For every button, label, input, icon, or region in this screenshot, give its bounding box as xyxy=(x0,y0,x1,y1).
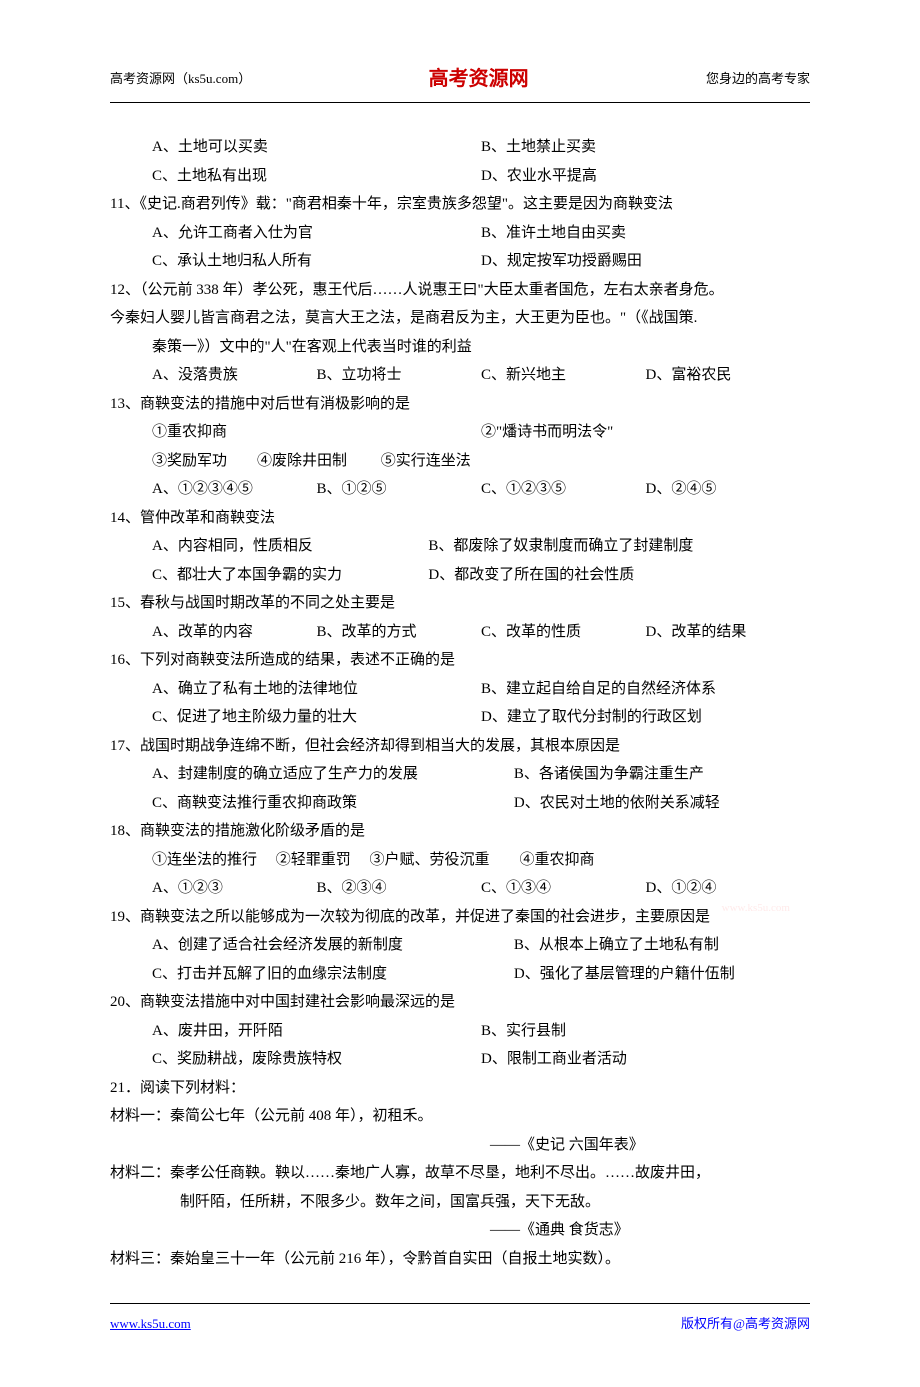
question-16: 16、下列对商鞅变法所造成的结果，表述不正确的是 xyxy=(110,646,810,675)
watermark-text: www.ks5u.com xyxy=(722,898,790,919)
material-2-source: ——《通典 食货志》 xyxy=(110,1216,810,1245)
q17-options-row2: C、商鞅变法推行重农抑商政策 D、农民对土地的依附关系减轻 xyxy=(110,789,810,818)
sub-option: ②"燔诗书而明法令" xyxy=(481,418,810,447)
question-17: 17、战国时期战争连绵不断，但社会经济却得到相当大的发展，其根本原因是 xyxy=(110,732,810,761)
option-c: C、奖励耕战，废除贵族特权 xyxy=(152,1045,481,1074)
option-d: D、强化了基层管理的户籍什伍制 xyxy=(514,960,810,989)
q17-options-row1: A、封建制度的确立适应了生产力的发展 B、各诸侯国为争霸注重生产 xyxy=(110,760,810,789)
option-c: C、商鞅变法推行重农抑商政策 xyxy=(152,789,514,818)
option-d: D、改革的结果 xyxy=(646,618,811,647)
q14-options-row2: C、都壮大了本国争霸的实力 D、都改变了所在国的社会性质 xyxy=(110,561,810,590)
option-b: B、各诸侯国为争霸注重生产 xyxy=(514,760,810,789)
option-c: C、促进了地主阶级力量的壮大 xyxy=(152,703,481,732)
option-a: A、封建制度的确立适应了生产力的发展 xyxy=(152,760,514,789)
option-a: A、①②③④⑤ xyxy=(152,475,317,504)
q10-options-row2: C、土地私有出现 D、农业水平提高 xyxy=(110,162,810,191)
option-a: A、确立了私有土地的法律地位 xyxy=(152,675,481,704)
option-d: D、建立了取代分封制的行政区划 xyxy=(481,703,810,732)
sub-option: ①重农抑商 xyxy=(152,418,481,447)
header-left: 高考资源网（ks5u.com） xyxy=(110,67,251,92)
option-c: C、打击并瓦解了旧的血缘宗法制度 xyxy=(152,960,514,989)
option-a: A、内容相同，性质相反 xyxy=(152,532,428,561)
q20-options-row1: A、废井田，开阡陌 B、实行县制 xyxy=(110,1017,810,1046)
question-12-line2: 今秦妇人婴儿皆言商君之法，莫言大王之法，是商君反为主，大王更为臣也。"（《战国策… xyxy=(110,304,810,333)
q11-options-row2: C、承认土地归私人所有 D、规定按军功授爵赐田 xyxy=(110,247,810,276)
q12-options: A、没落贵族 B、立功将士 C、新兴地主 D、富裕农民 xyxy=(110,361,810,390)
option-d: D、②④⑤ xyxy=(646,475,811,504)
option-c: C、都壮大了本国争霸的实力 xyxy=(152,561,428,590)
material-2-line1: 材料二：秦孝公任商鞅。鞅以……秦地广人寡，故草不尽垦，地利不尽出。……故废井田， xyxy=(110,1159,810,1188)
option-c: C、承认土地归私人所有 xyxy=(152,247,481,276)
question-18: 18、商鞅变法的措施激化阶级矛盾的是 xyxy=(110,817,810,846)
material-1: 材料一：秦简公七年（公元前 408 年），初租禾。 xyxy=(110,1102,810,1131)
q19-options-row2: C、打击并瓦解了旧的血缘宗法制度 D、强化了基层管理的户籍什伍制 xyxy=(110,960,810,989)
question-20: 20、商鞅变法措施中对中国封建社会影响最深远的是 xyxy=(110,988,810,1017)
option-a: A、允许工商者入仕为官 xyxy=(152,219,481,248)
q13-options: A、①②③④⑤ B、①②⑤ C、①②③⑤ D、②④⑤ xyxy=(110,475,810,504)
option-b: B、①②⑤ xyxy=(317,475,482,504)
q11-options-row1: A、允许工商者入仕为官 B、准许土地自由买卖 xyxy=(110,219,810,248)
footer-copyright: 版权所有@高考资源网 xyxy=(681,1312,810,1337)
page-header: 高考资源网（ks5u.com） 高考资源网 您身边的高考专家 xyxy=(110,60,810,103)
q19-options-row1: A、创建了适合社会经济发展的新制度 B、从根本上确立了土地私有制 xyxy=(110,931,810,960)
option-b: B、改革的方式 xyxy=(317,618,482,647)
q16-options-row2: C、促进了地主阶级力量的壮大 D、建立了取代分封制的行政区划 xyxy=(110,703,810,732)
question-15: 15、春秋与战国时期改革的不同之处主要是 xyxy=(110,589,810,618)
option-b: B、建立起自给自足的自然经济体系 xyxy=(481,675,810,704)
material-2-line2: 制阡陌，任所耕，不限多少。数年之间，国富兵强，天下无敌。 xyxy=(110,1188,810,1217)
option-d: D、限制工商业者活动 xyxy=(481,1045,810,1074)
option-d: D、农民对土地的依附关系减轻 xyxy=(514,789,810,818)
question-12-line3: 秦策一》）文中的"人"在客观上代表当时谁的利益 xyxy=(110,333,810,362)
footer-link[interactable]: www.ks5u.com xyxy=(110,1312,191,1337)
material-3: 材料三：秦始皇三十一年（公元前 216 年），令黔首自实田（自报土地实数）。 xyxy=(110,1245,810,1274)
q16-options-row1: A、确立了私有土地的法律地位 B、建立起自给自足的自然经济体系 xyxy=(110,675,810,704)
option-c: C、土地私有出现 xyxy=(152,162,481,191)
option-a: A、没落贵族 xyxy=(152,361,317,390)
option-a: A、土地可以买卖 xyxy=(152,133,481,162)
option-b: B、都废除了奴隶制度而确立了封建制度 xyxy=(428,532,810,561)
q20-options-row2: C、奖励耕战，废除贵族特权 D、限制工商业者活动 xyxy=(110,1045,810,1074)
q18-options: A、①②③ B、②③④ C、①③④ D、①②④ xyxy=(110,874,810,903)
document-content: A、土地可以买卖 B、土地禁止买卖 C、土地私有出现 D、农业水平提高 11、《… xyxy=(110,133,810,1273)
header-right: 您身边的高考专家 xyxy=(706,67,810,92)
option-c: C、①③④ xyxy=(481,874,646,903)
q13-sub1: ①重农抑商 ②"燔诗书而明法令" xyxy=(110,418,810,447)
page-footer: www.ks5u.com 版权所有@高考资源网 xyxy=(110,1303,810,1337)
q14-options-row1: A、内容相同，性质相反 B、都废除了奴隶制度而确立了封建制度 xyxy=(110,532,810,561)
option-b: B、从根本上确立了土地私有制 xyxy=(514,931,810,960)
option-c: C、改革的性质 xyxy=(481,618,646,647)
header-title: 高考资源网 xyxy=(429,60,529,98)
material-1-source: ——《史记 六国年表》 xyxy=(110,1131,810,1160)
option-d: D、富裕农民 xyxy=(646,361,811,390)
question-11: 11、《史记.商君列传》载："商君相秦十年，宗室贵族多怨望"。这主要是因为商鞅变… xyxy=(110,190,810,219)
q10-options-row1: A、土地可以买卖 B、土地禁止买卖 xyxy=(110,133,810,162)
option-a: A、废井田，开阡陌 xyxy=(152,1017,481,1046)
q13-sub2: ③奖励军功 ④废除井田制 ⑤实行连坐法 xyxy=(110,447,810,476)
question-13: 13、商鞅变法的措施中对后世有消极影响的是 xyxy=(110,390,810,419)
option-b: B、②③④ xyxy=(317,874,482,903)
question-12-line1: 12、（公元前 338 年）孝公死，惠王代后……人说惠王曰"大臣太重者国危，左右… xyxy=(110,276,810,305)
option-d: D、规定按军功授爵赐田 xyxy=(481,247,810,276)
question-19-text: 19、商鞅变法之所以能够成为一次较为彻底的改革，并促进了秦国的社会进步，主要原因… xyxy=(110,909,710,925)
option-b: B、土地禁止买卖 xyxy=(481,133,810,162)
option-a: A、创建了适合社会经济发展的新制度 xyxy=(152,931,514,960)
option-c: C、新兴地主 xyxy=(481,361,646,390)
option-b: B、实行县制 xyxy=(481,1017,810,1046)
option-a: A、改革的内容 xyxy=(152,618,317,647)
q18-sub: ①连坐法的推行 ②轻罪重罚 ③户赋、劳役沉重 ④重农抑商 xyxy=(110,846,810,875)
option-b: B、准许土地自由买卖 xyxy=(481,219,810,248)
option-d: D、都改变了所在国的社会性质 xyxy=(428,561,810,590)
q15-options: A、改革的内容 B、改革的方式 C、改革的性质 D、改革的结果 xyxy=(110,618,810,647)
option-d: D、农业水平提高 xyxy=(481,162,810,191)
question-19: 19、商鞅变法之所以能够成为一次较为彻底的改革，并促进了秦国的社会进步，主要原因… xyxy=(110,903,810,932)
question-14: 14、管仲改革和商鞅变法 xyxy=(110,504,810,533)
question-21: 21．阅读下列材料： xyxy=(110,1074,810,1103)
option-c: C、①②③⑤ xyxy=(481,475,646,504)
option-b: B、立功将士 xyxy=(317,361,482,390)
option-a: A、①②③ xyxy=(152,874,317,903)
